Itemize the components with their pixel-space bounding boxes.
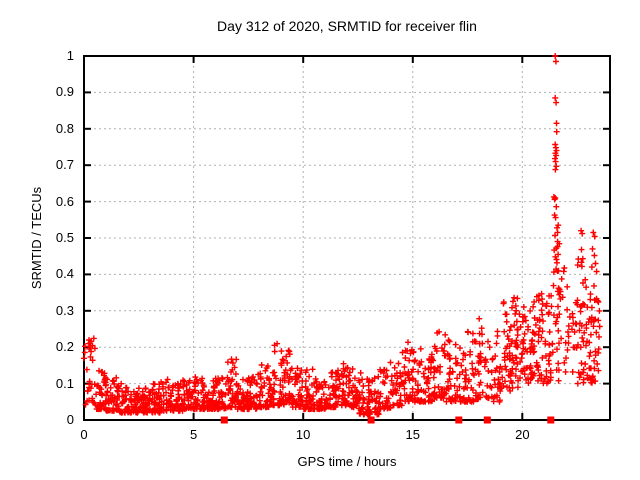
- y-tick-label: 0.9: [55, 84, 74, 100]
- y-tick-label: 0.5: [55, 230, 74, 245]
- x-tick-label: 0: [80, 427, 88, 442]
- baseline-square-marker: [455, 416, 463, 424]
- y-tick-label: 1: [66, 48, 74, 63]
- scatter-points: [81, 53, 603, 418]
- y-tick-label: 0.4: [55, 266, 74, 282]
- x-axis-title: GPS time / hours: [297, 454, 397, 469]
- baseline-square-marker: [547, 416, 555, 424]
- y-tick-label: 0.8: [55, 120, 74, 136]
- y-tick-label: 0: [66, 412, 74, 427]
- x-tick-label: 20: [515, 427, 530, 442]
- baseline-square-marker: [220, 416, 228, 424]
- baseline-square-marker: [483, 416, 491, 424]
- baseline-square-marker: [367, 416, 375, 424]
- y-tick-label: 0.3: [55, 302, 74, 318]
- y-tick-label: 0.7: [55, 157, 74, 173]
- y-tick-label: 0.1: [55, 375, 74, 391]
- x-tick-label: 5: [189, 427, 198, 442]
- y-tick-label: 0.6: [55, 193, 74, 209]
- y-tick-label: 0.2: [55, 339, 74, 355]
- chart-title: Day 312 of 2020, SRMTID for receiver fli…: [217, 18, 477, 34]
- x-tick-label: 15: [405, 427, 420, 442]
- x-tick-label: 10: [295, 427, 311, 442]
